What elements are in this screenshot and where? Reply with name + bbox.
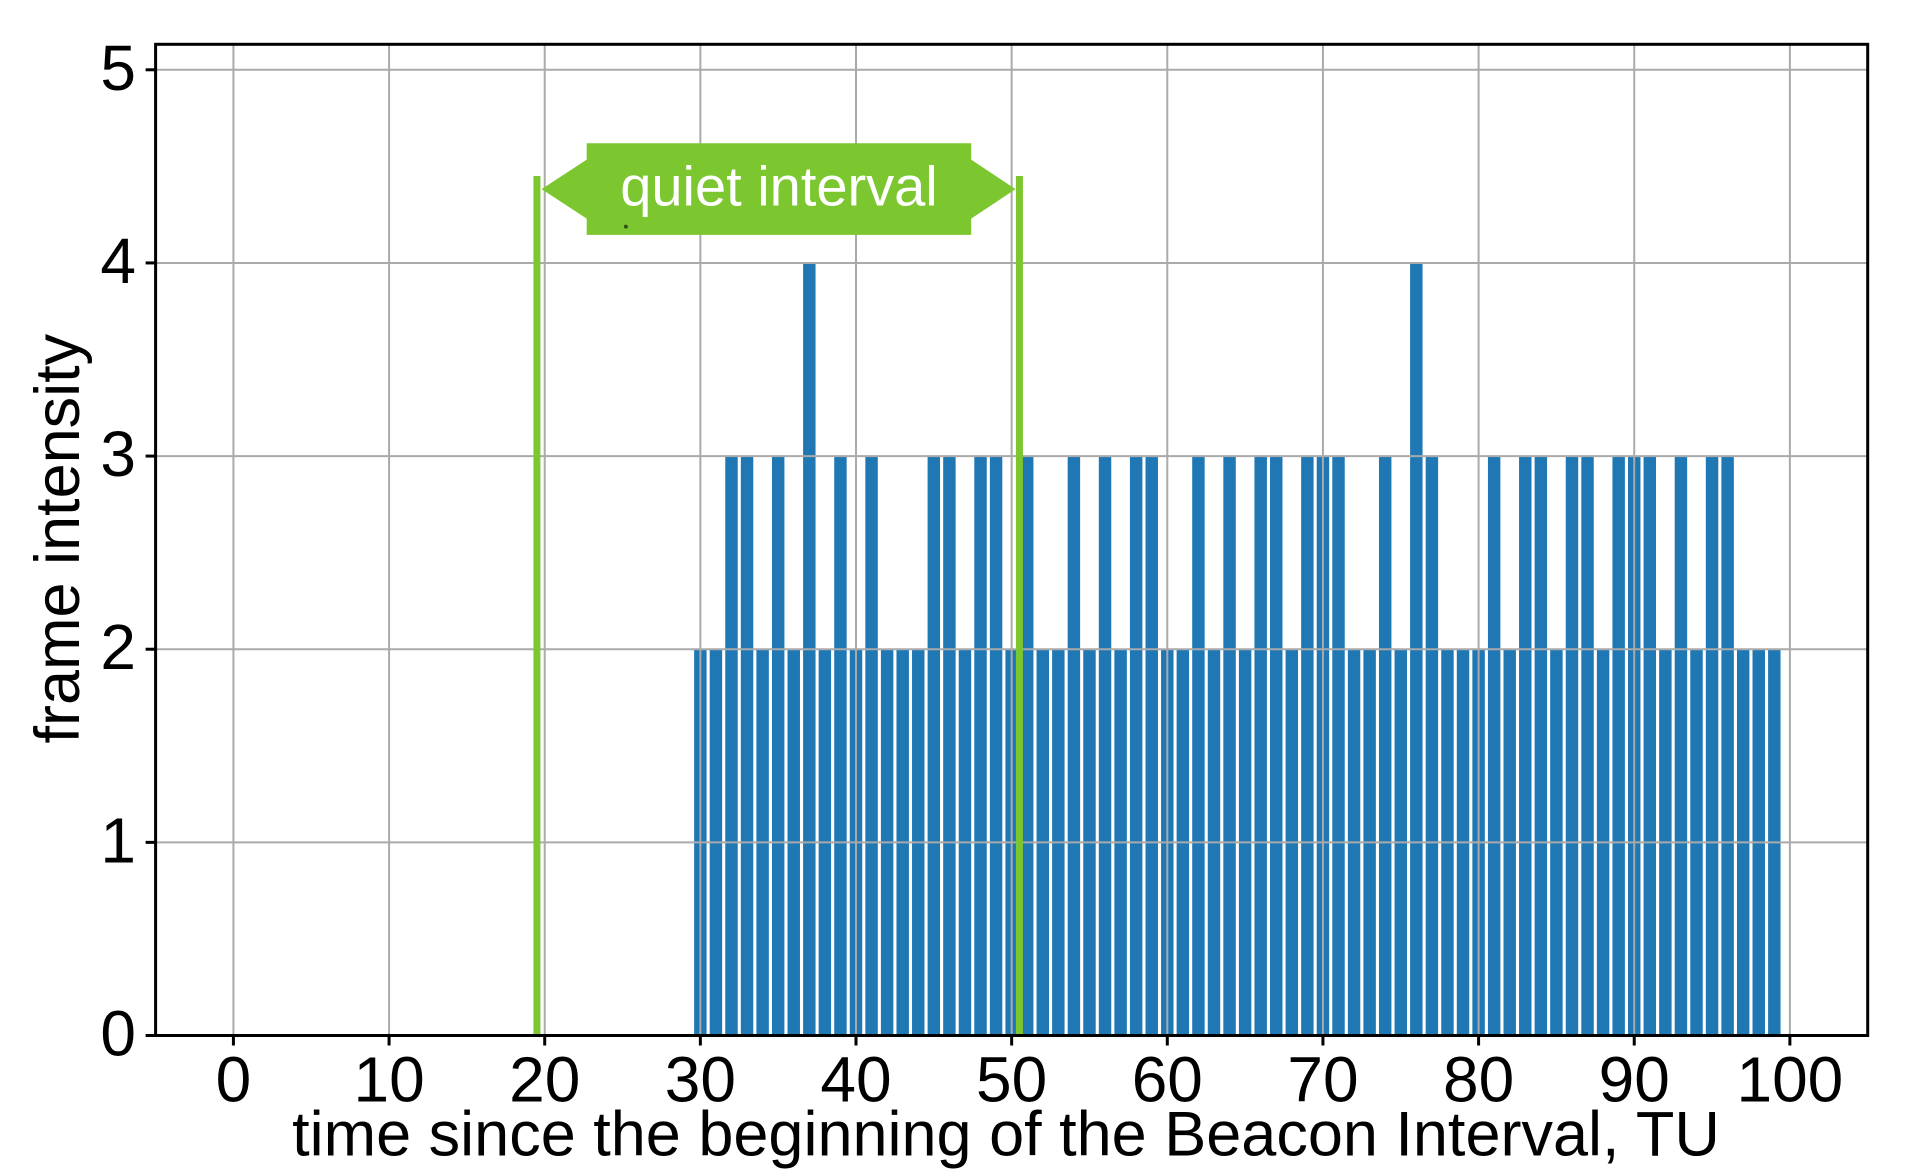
bar-x67 (1270, 456, 1283, 1036)
bar-x84 (1534, 456, 1548, 1036)
x-tick-label-40: 40 (820, 1043, 891, 1115)
bar-x89 (1612, 456, 1625, 1036)
stray-dot (623, 224, 628, 229)
x-tick-label-60: 60 (1132, 1043, 1203, 1115)
bar-x59 (1145, 456, 1158, 1036)
bar-x77 (1425, 456, 1439, 1036)
x-tick-label-80: 80 (1443, 1043, 1514, 1115)
bar-x74 (1378, 456, 1392, 1036)
bar-x83 (1519, 456, 1532, 1036)
x-tick-label-100: 100 (1736, 1043, 1843, 1115)
bar-x95 (1705, 456, 1719, 1036)
bar-x51 (1020, 456, 1034, 1036)
quiet-interval-banner (541, 143, 1016, 235)
quiet-interval-label: quiet interval (620, 154, 938, 217)
bar-x87 (1581, 456, 1594, 1036)
bar-x66 (1254, 456, 1267, 1036)
bar-x33 (740, 456, 754, 1036)
quiet-interval-annotation: quiet interval (533, 143, 1023, 1036)
bar-x91 (1643, 456, 1657, 1036)
axes-frame (154, 42, 1870, 1038)
y-tick-label-3: 3 (100, 418, 136, 490)
bar-x64 (1223, 456, 1236, 1036)
bar-x69 (1301, 456, 1314, 1036)
y-tick-label-4: 4 (100, 225, 136, 297)
y-tick-label-5: 5 (100, 32, 136, 104)
bar-x32 (725, 456, 738, 1036)
bar-x56 (1098, 456, 1112, 1036)
bar-x35 (771, 456, 785, 1036)
x-tick-label-10: 10 (353, 1043, 424, 1115)
bar-x86 (1565, 456, 1579, 1036)
bar-x49 (989, 456, 1003, 1036)
bar-x46 (943, 456, 956, 1036)
y-axis-label: frame intensity (23, 333, 93, 743)
bar-x48 (974, 456, 987, 1036)
x-tick-label-90: 90 (1599, 1043, 1670, 1115)
bar-x41 (865, 456, 878, 1036)
x-tick-label-30: 30 (665, 1043, 736, 1115)
bar-x45 (927, 456, 941, 1036)
quiet-interval-end-line (1015, 176, 1023, 1036)
bar-x71 (1332, 456, 1345, 1036)
x-tick-label-20: 20 (509, 1043, 580, 1115)
x-tick-label-70: 70 (1287, 1043, 1358, 1115)
bar-x54 (1067, 456, 1081, 1036)
quiet-interval-start-line (533, 176, 541, 1036)
y-tick-label-0: 0 (100, 998, 136, 1070)
y-tick-labels: 0 1 2 3 4 5 (100, 32, 136, 1070)
bar-x58 (1129, 456, 1143, 1036)
axis-ticks-group (145, 68, 1792, 1046)
x-tick-label-50: 50 (976, 1043, 1047, 1115)
y-tick-label-1: 1 (100, 804, 136, 876)
y-tick-label-2: 2 (100, 611, 136, 683)
bar-x96 (1721, 456, 1734, 1036)
bar-x62 (1192, 456, 1205, 1036)
x-tick-label-0: 0 (216, 1043, 252, 1115)
x-axis-label: time since the beginning of the Beacon I… (292, 1100, 1720, 1170)
gridlines-group (155, 44, 1868, 1036)
x-tick-labels: 0 10 20 30 40 50 60 70 80 90 100 (216, 1043, 1844, 1115)
bar-x81 (1487, 456, 1501, 1036)
bar-x93 (1674, 456, 1688, 1036)
bar-x39 (834, 456, 847, 1036)
